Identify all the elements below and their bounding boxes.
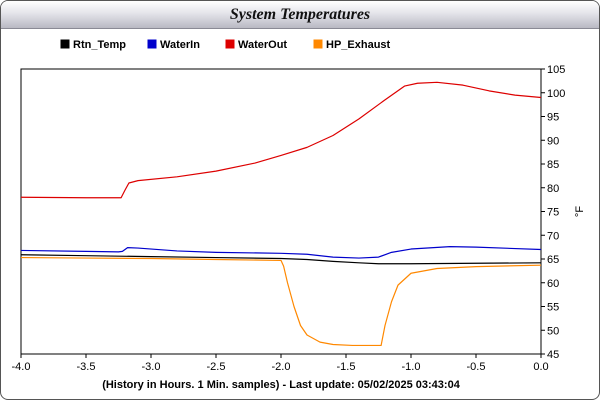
x-tick-label: -1.0 [402, 361, 421, 373]
y-tick-label: 80 [547, 183, 559, 195]
legend-swatch [225, 39, 235, 49]
y-tick-label: 105 [547, 64, 565, 76]
x-tick-label: -1.5 [337, 361, 356, 373]
y-tick-label: 75 [547, 207, 559, 219]
x-tick-label: -3.5 [77, 361, 96, 373]
x-tick-label: -2.5 [207, 361, 226, 373]
x-tick-label: -3.0 [142, 361, 161, 373]
x-tick-label: -4.0 [12, 361, 31, 373]
legend-label: Rtn_Temp [73, 39, 126, 51]
y-tick-label: 85 [547, 159, 559, 171]
y-tick-label: 60 [547, 278, 559, 290]
series-line-hp-exhaust [20, 256, 542, 347]
series-line-waterin [20, 246, 542, 259]
title-bar: System Temperatures [1, 1, 599, 29]
y-tick-label: 65 [547, 254, 559, 266]
x-tick-label: 0.0 [533, 361, 548, 373]
x-axis-label: (History in Hours. 1 Min. samples) - Las… [102, 379, 461, 391]
legend-label: HP_Exhaust [326, 39, 391, 51]
y-tick-label: 90 [547, 135, 559, 147]
series-line-waterout [20, 81, 542, 199]
y-tick-label: 45 [547, 349, 559, 361]
legend-swatch [313, 39, 323, 49]
legend-swatch [60, 39, 70, 49]
y-tick-label: 50 [547, 325, 559, 337]
legend-label: WaterIn [160, 39, 200, 51]
y-axis-label: °F [574, 206, 586, 217]
plot-area-frame [20, 68, 542, 355]
x-tick-label: -2.0 [272, 361, 291, 373]
y-tick-label: 95 [547, 112, 559, 124]
y-tick-label: 70 [547, 230, 559, 242]
y-tick-label: 55 [547, 302, 559, 314]
legend-label: WaterOut [238, 39, 287, 51]
series-line-rtn-temp [20, 254, 542, 265]
y-tick-label: 100 [547, 88, 565, 100]
x-tick-label: -0.5 [467, 361, 486, 373]
legend-swatch [147, 39, 157, 49]
chart-title: System Temperatures [229, 6, 371, 23]
